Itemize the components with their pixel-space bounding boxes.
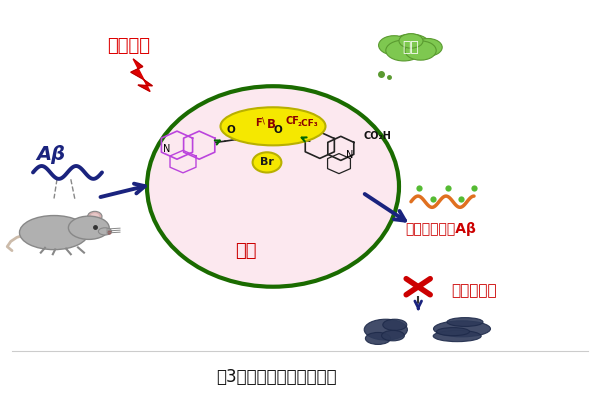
Ellipse shape xyxy=(383,319,407,330)
Ellipse shape xyxy=(382,330,404,341)
Ellipse shape xyxy=(88,211,102,222)
Text: N: N xyxy=(163,144,170,154)
Ellipse shape xyxy=(98,228,112,235)
Ellipse shape xyxy=(68,216,109,239)
Ellipse shape xyxy=(405,41,436,60)
Ellipse shape xyxy=(90,213,100,220)
Text: \: \ xyxy=(262,117,268,126)
Text: CF: CF xyxy=(285,116,299,126)
Text: 酸素化されたAβ: 酸素化されたAβ xyxy=(406,222,476,235)
Text: 凝集しない: 凝集しない xyxy=(451,283,497,298)
Text: 酸素: 酸素 xyxy=(403,41,419,54)
Ellipse shape xyxy=(364,319,407,340)
Ellipse shape xyxy=(399,34,423,48)
Text: N: N xyxy=(346,150,353,160)
Ellipse shape xyxy=(221,107,325,146)
Text: 近赤外光: 近赤外光 xyxy=(107,37,151,55)
Text: ₂CF₃: ₂CF₃ xyxy=(297,119,318,128)
Ellipse shape xyxy=(433,330,481,342)
Ellipse shape xyxy=(433,321,491,337)
Ellipse shape xyxy=(392,34,430,57)
Ellipse shape xyxy=(437,328,470,336)
Ellipse shape xyxy=(413,38,442,56)
Text: Aβ: Aβ xyxy=(37,145,65,164)
Ellipse shape xyxy=(379,36,410,55)
Ellipse shape xyxy=(386,40,422,61)
Text: F: F xyxy=(254,118,262,128)
Ellipse shape xyxy=(19,216,89,249)
Text: 触媒: 触媒 xyxy=(235,242,257,259)
Ellipse shape xyxy=(147,86,399,287)
Ellipse shape xyxy=(365,332,391,344)
Text: Br: Br xyxy=(260,158,274,167)
Text: B: B xyxy=(266,118,276,131)
Ellipse shape xyxy=(447,318,483,326)
Text: O: O xyxy=(227,126,235,135)
Ellipse shape xyxy=(253,152,281,172)
Text: O: O xyxy=(274,126,282,135)
Text: CO₂H: CO₂H xyxy=(363,131,391,140)
Polygon shape xyxy=(131,59,152,91)
Text: 図3　今回の成果の概念図: 図3 今回の成果の概念図 xyxy=(215,368,337,386)
